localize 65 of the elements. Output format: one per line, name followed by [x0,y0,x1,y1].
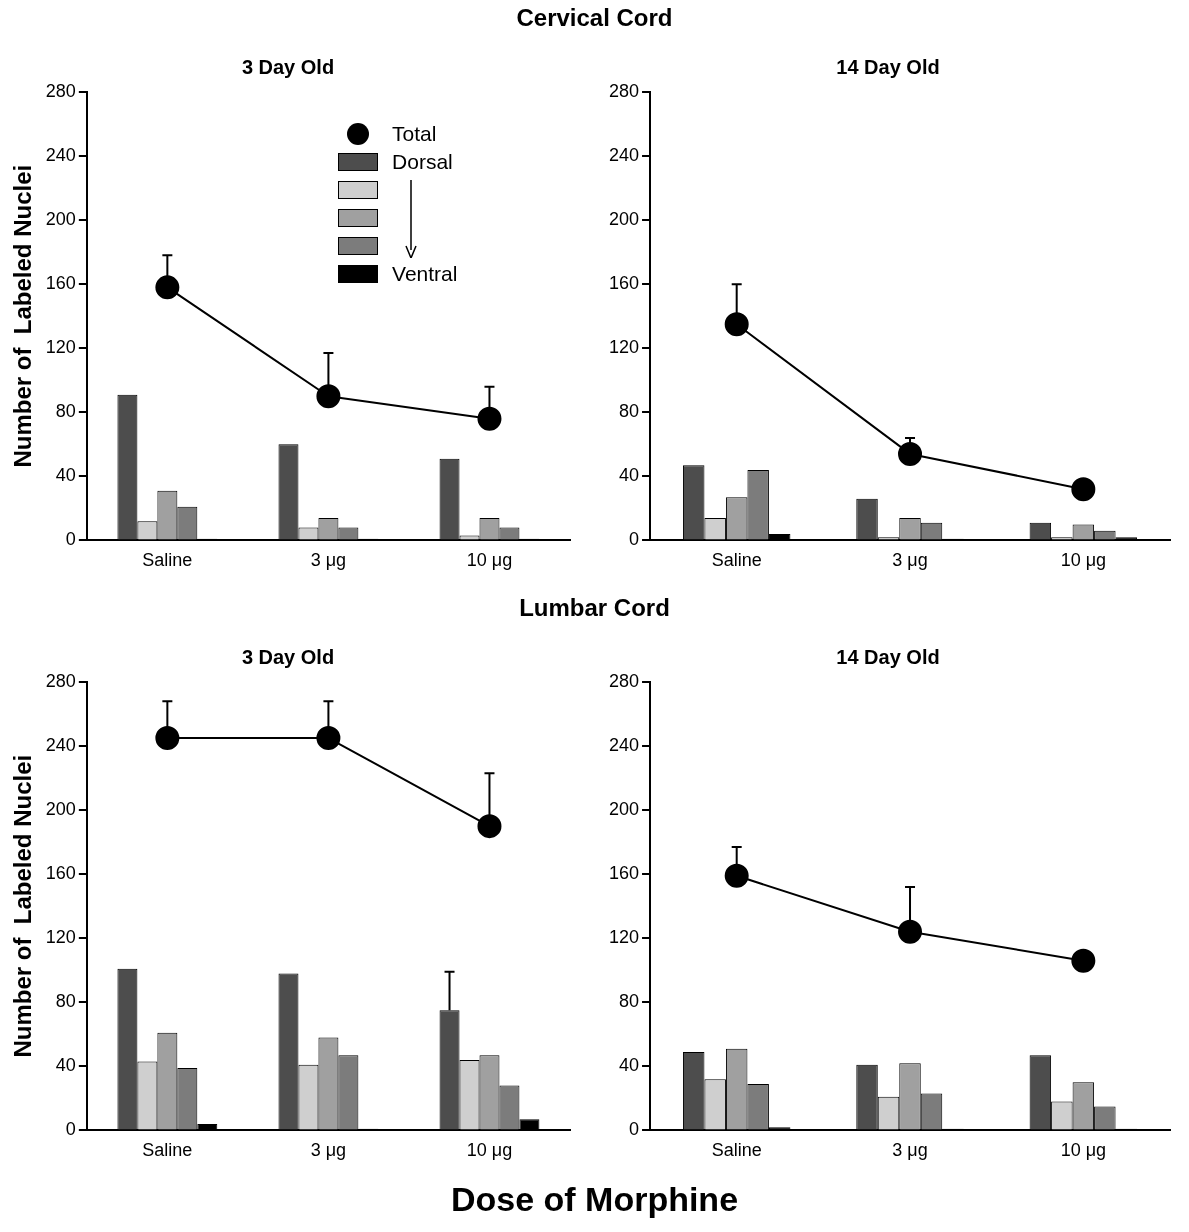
chart-title: 3 Day Old [241,55,335,78]
y-tick-label: 280 [608,80,640,101]
y-tick-label: 80 [55,401,76,422]
y-tick-label: 0 [65,1119,76,1140]
y-tick-label: 0 [65,529,76,550]
chart-title: 14 Day Old [836,645,940,668]
y-tick-label: 200 [608,799,640,820]
y-axis-title: Number of Labeled Nuclei [9,754,37,1058]
y-tick-label: 120 [45,337,76,358]
legend-label: Ventral [392,262,458,286]
x-tick-label: Saline [142,1140,193,1161]
y-tick-label: 200 [45,209,76,230]
y-tick-label: 200 [608,209,640,230]
y-tick-label: 120 [608,337,640,358]
y-tick-label: 200 [45,799,76,820]
y-tick-label: 120 [608,927,640,948]
chart-title: 14 Day Old [836,55,940,78]
y-tick-label: 40 [619,465,640,486]
y-tick-label: 120 [45,927,76,948]
y-tick-label: 0 [629,529,640,550]
y-tick-label: 160 [608,273,640,294]
legend-label: Total [392,122,437,146]
point [1071,477,1096,502]
x-tick-label: 3 μg [892,1140,928,1161]
y-tick-label: 80 [619,991,640,1012]
x-tick-label: 10 μg [466,1140,513,1161]
x-tick-label: 10 μg [466,550,513,571]
x-tick-label: 10 μg [1060,550,1107,571]
y-tick-label: 240 [608,735,640,756]
y-tick-label: 40 [55,465,76,486]
text: Cervical Cord [515,4,674,32]
chart-title: 3 Day Old [241,645,335,668]
point [724,863,749,888]
y-tick-label: 40 [55,1055,76,1076]
x-tick-label: 10 μg [1060,1140,1107,1161]
y-tick-label: 80 [619,401,640,422]
x-tick-label: Saline [711,550,762,571]
y-tick-label: 0 [629,1119,640,1140]
point [724,312,749,337]
x-tick-label: 3 μg [310,550,347,571]
point [477,406,502,431]
y-tick-label: 160 [45,863,76,884]
legend-label: Dorsal [392,150,453,174]
y-tick-label: 240 [608,145,640,166]
y-tick-label: 240 [45,735,76,756]
x-tick-label: 3 μg [310,1140,347,1161]
x-tick-label: Saline [142,550,193,571]
y-tick-label: 280 [45,80,76,101]
y-tick-label: 280 [45,670,76,691]
point [898,919,923,944]
x-tick-label: 3 μg [892,550,928,571]
y-tick-label: 160 [608,863,640,884]
point [1071,948,1096,973]
text: Lumbar Cord [518,594,671,622]
x-tick-label: Saline [711,1140,762,1161]
x-axis-title: Dose of Morphine [449,1180,740,1219]
point [316,384,341,409]
y-tick-label: 240 [45,145,76,166]
y-tick-label: 80 [55,991,76,1012]
y-axis-title: Number of Labeled Nuclei [9,164,37,468]
point [898,441,923,466]
y-tick-label: 40 [619,1055,640,1076]
y-tick-label: 160 [45,273,76,294]
y-tick-label: 280 [608,670,640,691]
point [155,275,180,300]
